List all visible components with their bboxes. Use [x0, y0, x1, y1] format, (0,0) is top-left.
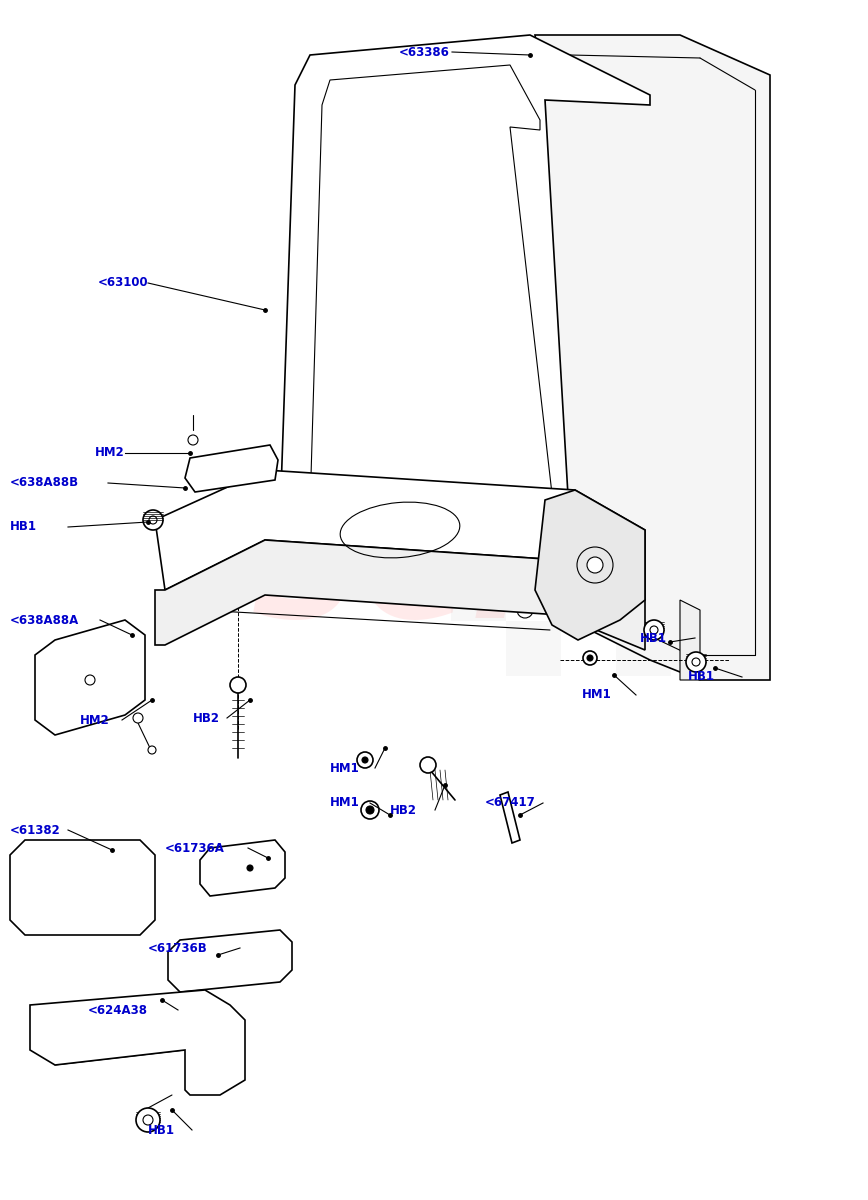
Circle shape — [686, 652, 706, 672]
Text: <67417: <67417 — [485, 797, 536, 810]
Circle shape — [362, 757, 368, 763]
Circle shape — [136, 1108, 160, 1132]
Text: HB2: HB2 — [390, 804, 417, 816]
Text: HM2: HM2 — [80, 714, 109, 726]
Circle shape — [644, 620, 664, 640]
Polygon shape — [680, 600, 700, 680]
Bar — [616, 622, 671, 676]
Text: HM1: HM1 — [330, 762, 359, 774]
Text: HB1: HB1 — [148, 1123, 175, 1136]
Polygon shape — [40, 882, 80, 920]
Bar — [562, 566, 616, 622]
Circle shape — [650, 626, 658, 634]
Circle shape — [149, 516, 157, 524]
Bar — [506, 511, 562, 566]
Text: <61382: <61382 — [10, 823, 61, 836]
Circle shape — [587, 655, 593, 661]
Circle shape — [143, 510, 163, 530]
Circle shape — [366, 806, 374, 814]
Polygon shape — [168, 930, 292, 992]
Text: HM2: HM2 — [95, 446, 125, 460]
Text: SCI: SCI — [251, 502, 530, 650]
Polygon shape — [280, 35, 650, 554]
Bar — [451, 456, 506, 511]
Polygon shape — [185, 445, 278, 492]
Text: <638A88B: <638A88B — [10, 476, 79, 490]
Bar — [616, 511, 671, 566]
Text: HB2: HB2 — [193, 712, 220, 725]
Circle shape — [692, 658, 700, 666]
Polygon shape — [500, 792, 520, 842]
Circle shape — [587, 557, 603, 572]
Text: <624A38: <624A38 — [88, 1003, 148, 1016]
Bar — [451, 566, 506, 622]
Polygon shape — [530, 35, 770, 680]
Bar — [506, 622, 562, 676]
Text: <63100: <63100 — [97, 276, 148, 289]
Circle shape — [357, 752, 373, 768]
Polygon shape — [10, 840, 155, 935]
Polygon shape — [35, 620, 145, 734]
Circle shape — [247, 865, 253, 871]
Text: <638A88A: <638A88A — [10, 613, 79, 626]
Circle shape — [420, 757, 436, 773]
Circle shape — [361, 802, 379, 818]
Polygon shape — [200, 840, 285, 896]
Text: <63386: <63386 — [399, 46, 450, 59]
Bar — [562, 456, 616, 511]
Polygon shape — [535, 490, 645, 640]
Circle shape — [133, 713, 143, 722]
Text: HB1: HB1 — [688, 671, 715, 684]
Circle shape — [143, 1115, 153, 1126]
Polygon shape — [155, 540, 645, 650]
Polygon shape — [30, 990, 245, 1094]
Polygon shape — [40, 858, 80, 878]
Text: <61736B: <61736B — [148, 942, 207, 954]
Text: HB1: HB1 — [640, 631, 667, 644]
Circle shape — [583, 650, 597, 665]
Polygon shape — [155, 470, 645, 600]
Text: HM1: HM1 — [330, 797, 359, 810]
Circle shape — [230, 677, 246, 692]
Circle shape — [148, 746, 156, 754]
Text: HB1: HB1 — [10, 521, 37, 534]
Text: <61736A: <61736A — [165, 841, 225, 854]
Text: HM1: HM1 — [582, 689, 612, 702]
